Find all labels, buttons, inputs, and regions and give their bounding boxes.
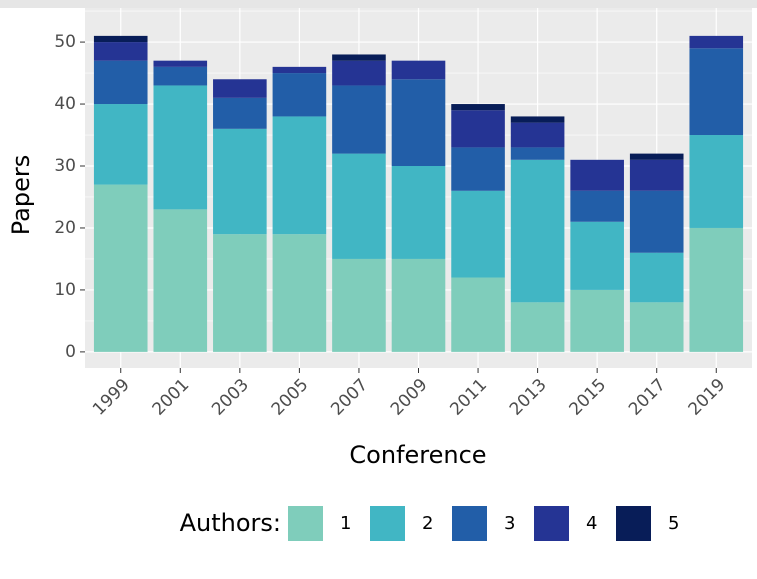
bar-segment xyxy=(629,252,684,303)
bar-segment xyxy=(332,85,386,154)
bar-segment xyxy=(391,79,446,167)
bar-segment xyxy=(213,79,267,98)
bar-segment xyxy=(451,104,505,111)
bar-segment xyxy=(510,116,565,123)
y-tick-label: 50 xyxy=(54,32,76,52)
bar-segment xyxy=(332,153,386,259)
bar-segment xyxy=(689,227,744,352)
y-tick-label: 30 xyxy=(54,156,76,176)
legend-key xyxy=(534,506,569,541)
x-tick-label: 2017 xyxy=(625,375,670,420)
bar-segment xyxy=(629,302,684,352)
bar-segment xyxy=(451,277,505,352)
bar-segment xyxy=(153,66,208,86)
legend-key xyxy=(288,506,323,541)
bar-segment xyxy=(570,159,624,191)
x-tick-label: 2019 xyxy=(685,375,730,420)
x-tick-label: 2009 xyxy=(387,375,432,420)
bar-segment xyxy=(510,159,565,303)
legend-label: 2 xyxy=(422,513,433,534)
bar-segment xyxy=(570,190,624,222)
bar-segment xyxy=(689,135,744,228)
bar-segment xyxy=(213,234,267,352)
bar-segment xyxy=(93,60,148,105)
bar-segment xyxy=(570,289,624,352)
bar-segment xyxy=(213,128,267,235)
bar-segment xyxy=(451,147,505,191)
bar-segment xyxy=(332,258,386,352)
bar-segment xyxy=(272,234,327,352)
bar-segment xyxy=(629,153,684,160)
x-tick-label: 2005 xyxy=(268,375,313,420)
legend-key xyxy=(370,506,405,541)
legend-key xyxy=(616,506,651,541)
x-tick-label: 2001 xyxy=(149,375,194,420)
y-axis-title: Papers xyxy=(7,155,35,235)
bars xyxy=(93,35,744,352)
x-tick-label: 2007 xyxy=(327,375,372,420)
legend-label: 4 xyxy=(586,513,597,534)
bar-segment xyxy=(272,116,327,235)
bar-segment xyxy=(510,302,565,352)
bar-segment xyxy=(510,147,565,160)
x-tick-label: 1999 xyxy=(89,375,134,420)
bar-segment xyxy=(570,221,624,290)
bar-segment xyxy=(332,54,386,61)
bar-segment xyxy=(689,35,744,49)
bar-segment xyxy=(629,190,684,253)
bar-segment xyxy=(93,184,148,352)
bar-segment xyxy=(213,97,267,129)
top-strip xyxy=(0,0,757,8)
legend-title: Authors: xyxy=(180,509,281,537)
bar-segment xyxy=(510,122,565,148)
bar-segment xyxy=(451,190,505,278)
x-axis-title: Conference xyxy=(349,441,486,469)
x-tick-label: 2011 xyxy=(446,375,491,420)
bar-segment xyxy=(153,85,208,210)
y-tick-label: 10 xyxy=(54,280,76,300)
y-tick-label: 0 xyxy=(65,342,76,362)
bar-segment xyxy=(391,258,446,352)
bar-segment xyxy=(689,48,744,136)
bar-segment xyxy=(451,110,505,148)
legend-label: 1 xyxy=(340,513,351,534)
bar-segment xyxy=(272,66,327,74)
y-tick-label: 40 xyxy=(54,94,76,114)
x-tick-label: 2015 xyxy=(565,375,610,420)
bar-segment xyxy=(93,104,148,185)
bar-segment xyxy=(153,60,208,67)
bar-segment xyxy=(153,209,208,352)
bar-segment xyxy=(629,159,684,191)
legend-label: 3 xyxy=(504,513,515,534)
x-tick-label: 2013 xyxy=(506,375,551,420)
legend-label: 5 xyxy=(668,513,679,534)
bar-segment xyxy=(391,166,446,259)
bar-segment xyxy=(272,73,327,117)
bar-segment xyxy=(93,35,148,43)
x-tick-label: 2003 xyxy=(208,375,253,420)
legend: 1 2 3 4 5 xyxy=(288,506,679,541)
bar-segment xyxy=(93,42,148,61)
bar-segment xyxy=(332,60,386,86)
bar-segment xyxy=(391,60,446,80)
legend-key xyxy=(452,506,487,541)
y-tick-label: 20 xyxy=(54,218,76,238)
